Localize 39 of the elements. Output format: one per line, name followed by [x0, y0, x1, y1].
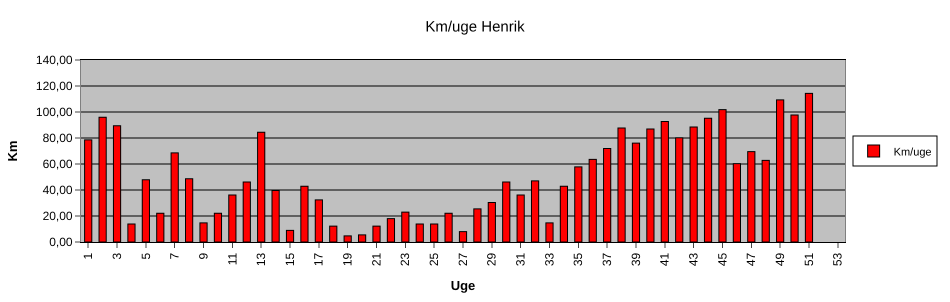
x-tick-label: 39	[628, 252, 643, 266]
x-tick-label: 5	[138, 252, 153, 260]
x-tick-label: 15	[282, 252, 297, 266]
y-tick-label: 120,00	[36, 79, 73, 94]
x-tick-label: 19	[340, 252, 355, 266]
x-tick-label: 17	[312, 252, 326, 266]
y-tick-label: 20,00	[42, 209, 73, 224]
x-tick-label: 53	[830, 252, 845, 266]
y-tick-label: 100,00	[36, 105, 73, 120]
y-tick-label: 140,00	[36, 53, 73, 68]
x-tick-label: 9	[196, 252, 210, 260]
legend-label: Km/uge	[894, 146, 932, 158]
x-tick-label: 51	[802, 252, 816, 266]
x-tick-label: 45	[715, 252, 730, 266]
x-tick-label: 43	[686, 252, 701, 266]
x-tick-label: 3	[110, 252, 124, 260]
x-tick-label: 1	[81, 252, 96, 260]
x-tick-label: 33	[542, 252, 556, 266]
x-tick-label: 7	[168, 252, 182, 260]
x-tick-label: 37	[600, 252, 614, 266]
y-tick-label: 80,00	[42, 131, 73, 146]
x-tick-label: 21	[369, 252, 384, 266]
y-axis-title: Km	[4, 140, 20, 162]
chart-title: Km/uge Henrik	[425, 18, 526, 36]
x-tick-label: 31	[514, 252, 528, 266]
x-tick-label: 47	[744, 252, 758, 266]
x-tick-label: 27	[456, 252, 470, 266]
x-tick-label: 11	[225, 252, 240, 266]
x-tick-label: 49	[773, 252, 788, 266]
y-tick-label: 40,00	[42, 183, 73, 198]
x-tick-label: 41	[658, 252, 672, 266]
y-tick-label: 60,00	[42, 157, 73, 172]
y-tick-label: 0,00	[49, 235, 73, 250]
x-tick-label: 13	[254, 252, 268, 266]
x-axis-title: Uge	[450, 278, 476, 293]
x-tick-label: 23	[398, 252, 412, 266]
x-tick-label: 29	[484, 252, 499, 266]
x-tick-label: 35	[571, 252, 586, 266]
x-tick-label: 25	[427, 252, 442, 266]
